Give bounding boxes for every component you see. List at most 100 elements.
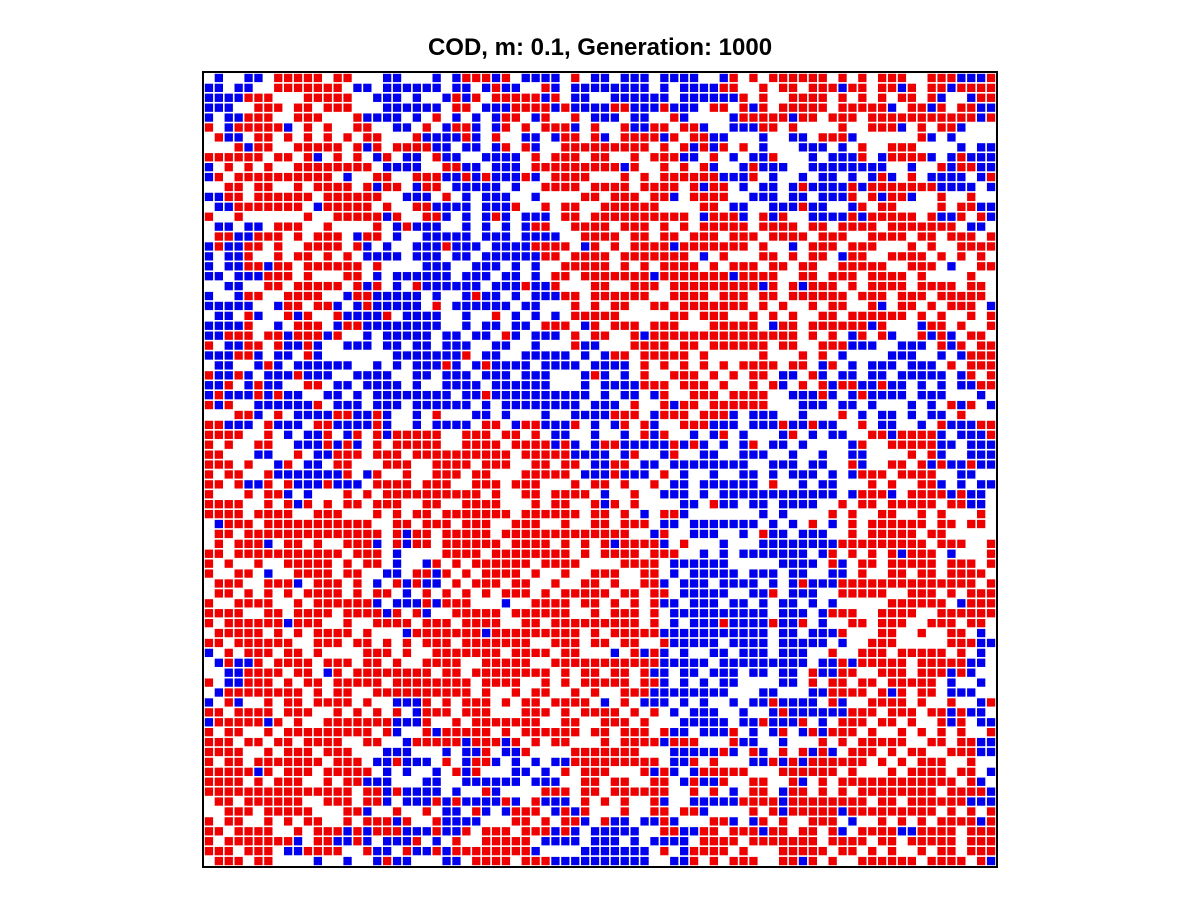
blue-cell bbox=[541, 291, 550, 301]
red-cell bbox=[551, 698, 560, 707]
blue-cell bbox=[383, 846, 392, 856]
red-cell bbox=[828, 807, 837, 816]
blue-cell bbox=[531, 73, 540, 83]
red-cell bbox=[541, 182, 550, 192]
blue-cell bbox=[828, 480, 837, 489]
red-cell bbox=[333, 549, 342, 558]
red-cell bbox=[432, 708, 441, 717]
blue-cell bbox=[600, 698, 610, 707]
red-cell bbox=[462, 609, 471, 618]
red-cell bbox=[452, 539, 461, 548]
red-cell bbox=[977, 93, 986, 102]
red-cell bbox=[462, 460, 471, 469]
red-cell bbox=[363, 787, 372, 796]
red-cell bbox=[759, 391, 768, 400]
blue-cell bbox=[689, 668, 699, 677]
red-cell bbox=[689, 182, 699, 192]
blue-cell bbox=[402, 856, 412, 866]
red-cell bbox=[590, 767, 600, 776]
blue-cell bbox=[412, 291, 421, 301]
red-cell bbox=[333, 698, 342, 707]
blue-cell bbox=[977, 103, 986, 112]
blue-cell bbox=[927, 391, 936, 400]
red-cell bbox=[927, 797, 936, 806]
red-cell bbox=[214, 153, 223, 162]
blue-cell bbox=[858, 410, 867, 420]
blue-cell bbox=[303, 440, 313, 449]
red-cell bbox=[650, 648, 659, 658]
blue-cell bbox=[749, 648, 758, 658]
red-cell bbox=[462, 638, 471, 648]
red-cell bbox=[264, 420, 273, 430]
red-cell bbox=[204, 123, 214, 132]
blue-cell bbox=[818, 480, 827, 489]
red-cell bbox=[491, 846, 501, 856]
red-cell bbox=[551, 252, 560, 261]
blue-cell bbox=[798, 559, 808, 568]
red-cell bbox=[937, 519, 946, 529]
red-cell bbox=[689, 807, 699, 816]
red-cell bbox=[482, 420, 491, 430]
red-cell bbox=[838, 628, 847, 638]
red-cell bbox=[521, 480, 530, 489]
red-cell bbox=[887, 212, 897, 221]
blue-cell bbox=[531, 371, 540, 380]
blue-cell bbox=[551, 103, 560, 112]
blue-cell bbox=[224, 281, 233, 291]
red-cell bbox=[986, 609, 996, 618]
blue-cell bbox=[363, 420, 372, 430]
red-cell bbox=[630, 291, 639, 301]
blue-cell bbox=[412, 341, 421, 350]
blue-cell bbox=[670, 400, 679, 410]
red-cell bbox=[284, 737, 293, 747]
red-cell bbox=[957, 856, 966, 866]
blue-cell bbox=[818, 182, 827, 192]
red-cell bbox=[788, 846, 798, 856]
red-cell bbox=[482, 589, 491, 598]
red-cell bbox=[452, 103, 461, 112]
blue-cell bbox=[204, 242, 214, 251]
red-cell bbox=[630, 331, 639, 340]
red-cell bbox=[887, 73, 897, 83]
blue-cell bbox=[323, 450, 332, 459]
red-cell bbox=[402, 143, 412, 152]
blue-cell bbox=[680, 559, 689, 568]
red-cell bbox=[363, 638, 372, 648]
red-cell bbox=[551, 163, 560, 172]
red-cell bbox=[878, 688, 887, 697]
blue-cell bbox=[729, 123, 738, 132]
blue-cell bbox=[333, 381, 342, 390]
blue-cell bbox=[412, 827, 421, 836]
red-cell bbox=[452, 837, 461, 846]
blue-cell bbox=[383, 252, 392, 261]
red-cell bbox=[897, 291, 907, 301]
red-cell bbox=[878, 618, 887, 628]
red-cell bbox=[640, 787, 649, 796]
blue-cell bbox=[353, 420, 362, 430]
red-cell bbox=[729, 242, 738, 251]
red-cell bbox=[620, 559, 629, 568]
red-cell bbox=[482, 747, 491, 757]
red-cell bbox=[432, 500, 441, 509]
blue-cell bbox=[680, 846, 689, 856]
red-cell bbox=[897, 688, 907, 697]
blue-cell bbox=[660, 519, 669, 529]
red-cell bbox=[482, 728, 491, 737]
red-cell bbox=[581, 172, 590, 182]
blue-cell bbox=[541, 420, 550, 430]
red-cell bbox=[838, 262, 847, 271]
blue-cell bbox=[244, 272, 253, 281]
red-cell bbox=[798, 182, 808, 192]
blue-cell bbox=[937, 430, 946, 439]
red-cell bbox=[472, 549, 481, 558]
blue-cell bbox=[779, 668, 788, 677]
red-cell bbox=[828, 757, 837, 767]
blue-cell bbox=[521, 361, 530, 370]
red-cell bbox=[709, 192, 718, 202]
red-cell bbox=[858, 539, 867, 548]
blue-cell bbox=[660, 83, 669, 93]
red-cell bbox=[630, 281, 639, 291]
red-cell bbox=[670, 153, 679, 162]
red-cell bbox=[868, 113, 877, 122]
blue-cell bbox=[452, 242, 461, 251]
